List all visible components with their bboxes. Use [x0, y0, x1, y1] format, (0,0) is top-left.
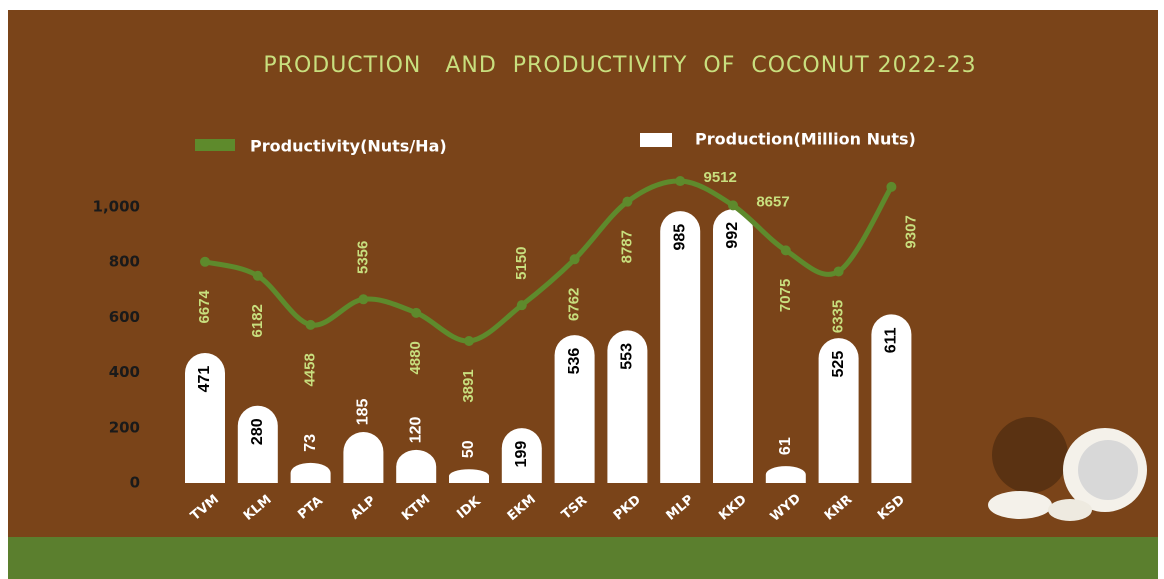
line-point: [622, 196, 633, 207]
line-point: [252, 270, 263, 281]
line-point: [516, 300, 527, 311]
legend-label: Production(Million Nuts): [695, 130, 916, 149]
line-point: [569, 254, 580, 265]
line-point: [833, 266, 844, 277]
data-label: 553: [619, 343, 636, 370]
line-point: [464, 335, 474, 346]
data-label: 471: [196, 366, 213, 393]
data-label: 50: [460, 440, 477, 458]
data-label: 4880: [407, 341, 424, 374]
data-label: 199: [513, 441, 530, 468]
y-tick-label: 1,000: [93, 198, 140, 216]
y-tick-label: 0: [130, 474, 140, 492]
y-tick-label: 200: [109, 418, 140, 436]
bar: [607, 330, 648, 483]
bar: [501, 428, 542, 483]
chart-title: PRODUCTION AND PRODUCTIVITY OF COCONUT 2…: [263, 53, 976, 78]
data-label: 9307: [902, 215, 919, 248]
data-label: 985: [671, 224, 688, 251]
data-label: 611: [883, 327, 900, 353]
footer-band: [8, 537, 1158, 579]
data-label: 6335: [830, 300, 847, 333]
y-tick-label: 400: [109, 363, 140, 381]
legend-swatch: [195, 139, 235, 151]
data-label: 7075: [777, 279, 794, 312]
data-label: 8787: [618, 230, 635, 263]
line-point: [358, 294, 369, 305]
line-point: [411, 307, 422, 318]
data-label: 536: [566, 348, 583, 375]
data-label: 525: [830, 351, 847, 378]
data-label: 5150: [513, 246, 530, 279]
data-label: 4458: [302, 353, 319, 386]
line-point: [728, 200, 738, 211]
data-label: 6674: [196, 289, 213, 323]
data-label: 120: [407, 416, 424, 443]
data-label: 6762: [566, 288, 583, 321]
data-label: 61: [777, 437, 794, 455]
line-point: [200, 256, 210, 267]
data-label: 992: [724, 222, 741, 249]
bar: [713, 209, 753, 483]
legend-swatch: [640, 133, 672, 147]
coconut-illustration: [988, 417, 1147, 521]
legend-label: Productivity(Nuts/Ha): [250, 137, 447, 156]
bar: [290, 462, 331, 483]
bar: [449, 469, 489, 483]
data-label: 5356: [354, 241, 371, 274]
bar: [765, 466, 806, 483]
line-point: [305, 319, 316, 330]
bar: [396, 449, 437, 483]
bar: [185, 353, 225, 483]
line-point: [886, 181, 897, 192]
data-label: 3891: [460, 369, 477, 402]
data-label: 6182: [249, 304, 266, 337]
data-label: 9512: [704, 169, 737, 186]
line-point: [780, 245, 791, 256]
bar: [343, 431, 384, 483]
y-tick-label: 600: [109, 308, 140, 326]
bar: [237, 405, 278, 483]
data-label: 185: [355, 398, 372, 425]
bar: [554, 335, 595, 483]
bar: [871, 314, 912, 483]
bar: [818, 338, 859, 483]
data-label: 8657: [756, 193, 789, 210]
line-point: [675, 176, 686, 187]
y-tick-label: 800: [109, 253, 140, 271]
bar: [660, 211, 701, 483]
data-label: 73: [302, 434, 319, 452]
data-label: 280: [249, 418, 266, 445]
